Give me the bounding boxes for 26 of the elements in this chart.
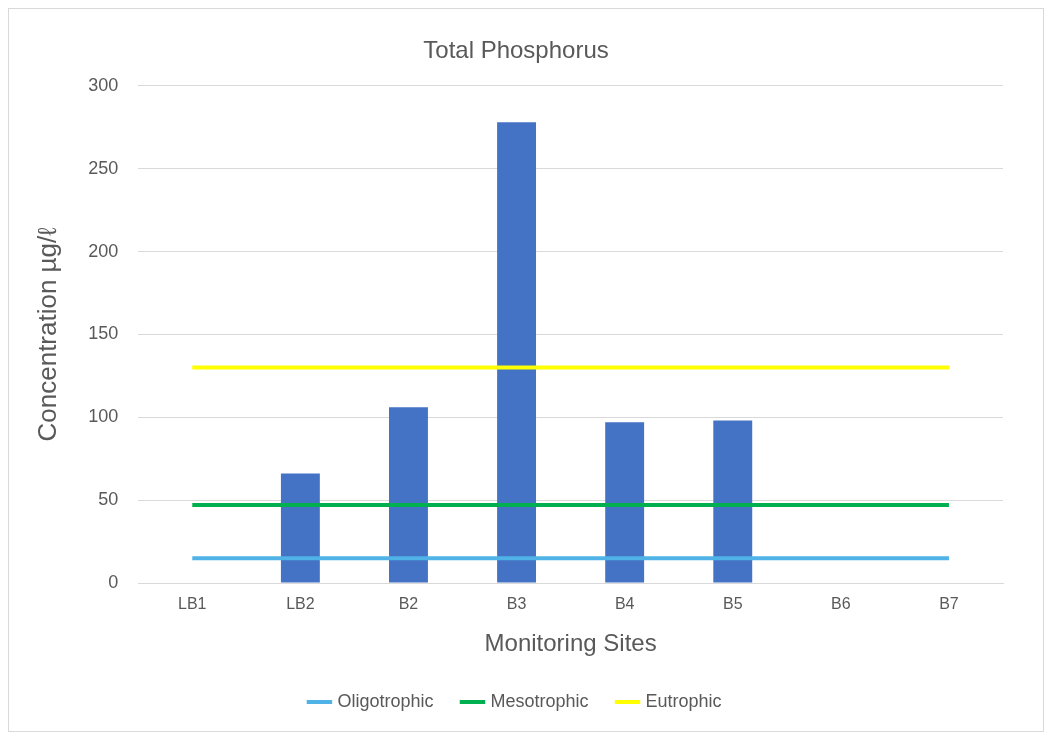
x-tick-label: LB2 (286, 595, 315, 613)
x-tick-label: B2 (398, 595, 419, 613)
legend-label: Oligotrophic (337, 690, 434, 711)
y-tick-label: 150 (88, 323, 119, 344)
y-axis-title: Concentration µg/ℓ (31, 226, 62, 442)
bar (389, 407, 428, 583)
bar (280, 473, 320, 583)
x-axis-title: Monitoring Sites (484, 629, 657, 657)
y-tick-label: 50 (98, 489, 119, 510)
x-tick-label: B3 (506, 595, 527, 613)
x-tick-label: B7 (939, 595, 959, 613)
y-tick-label: 250 (88, 157, 119, 178)
y-tick-label: 0 (108, 571, 119, 592)
x-tick-label: B5 (722, 595, 743, 613)
legend-label: Eutrophic (645, 690, 722, 711)
bar (605, 422, 645, 583)
chart-title: Total Phosphorus (423, 36, 609, 64)
x-tick-label: B6 (831, 595, 851, 613)
legend-label: Mesotrophic (490, 690, 589, 711)
y-tick-label: 100 (88, 406, 119, 427)
x-tick-label: B4 (614, 595, 635, 613)
x-tick-label: LB1 (178, 595, 207, 613)
bar (497, 122, 537, 583)
y-tick-label: 300 (88, 74, 119, 95)
bar (713, 420, 753, 583)
y-tick-label: 200 (88, 240, 119, 261)
